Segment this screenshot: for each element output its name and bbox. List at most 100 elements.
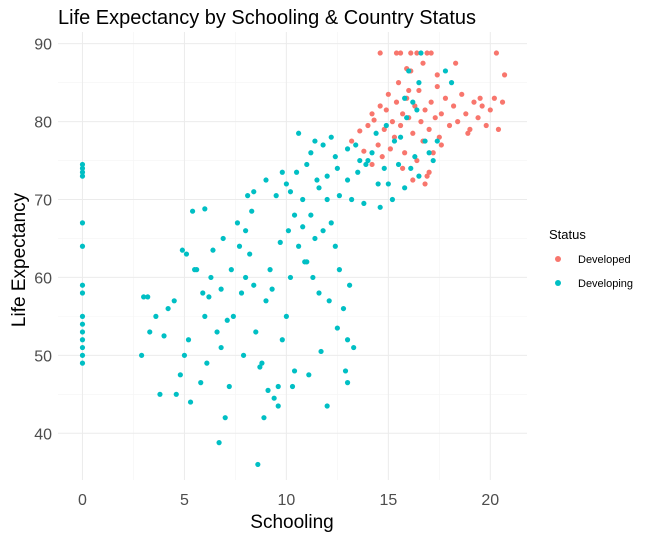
data-point-developing	[442, 68, 449, 74]
data-points	[79, 50, 508, 468]
data-point-developing	[430, 157, 436, 164]
data-point-developing	[79, 344, 86, 351]
data-point-developed	[391, 134, 398, 140]
data-point-developed	[424, 50, 430, 56]
data-point-developing	[414, 107, 420, 113]
data-point-developing	[204, 360, 210, 366]
data-point-developing	[271, 395, 277, 401]
data-point-developed	[501, 72, 508, 78]
data-point-developing	[320, 228, 326, 234]
data-point-developing	[185, 337, 192, 343]
data-point-developed	[465, 130, 471, 136]
y-tick-label: 40	[34, 426, 52, 443]
data-point-developed	[397, 50, 404, 56]
data-point-developed	[434, 72, 440, 78]
data-point-developing	[316, 185, 322, 191]
chart-title: Life Expectancy by Schooling & Country S…	[58, 7, 476, 29]
data-point-developing	[255, 461, 261, 468]
data-point-developing	[165, 305, 171, 312]
y-tick-labels: 40 50 60 70 80 90	[34, 37, 52, 444]
data-point-developing	[363, 161, 369, 168]
data-point-developed	[349, 138, 355, 144]
data-point-developed	[455, 119, 461, 125]
legend-label-developing: Developing	[578, 278, 633, 290]
data-point-developing	[351, 344, 357, 351]
data-point-developed	[442, 95, 449, 101]
data-point-developing	[353, 142, 359, 148]
data-point-developed	[383, 107, 389, 113]
data-point-developing	[279, 337, 285, 343]
data-point-developed	[471, 99, 477, 105]
data-point-developing	[267, 267, 273, 273]
data-point-developing	[289, 383, 296, 390]
data-point-developing	[324, 173, 330, 179]
data-point-developing	[336, 193, 342, 199]
x-tick-label: 15	[379, 492, 397, 509]
data-point-developing	[208, 274, 214, 281]
data-point-developing	[216, 440, 222, 446]
y-tick-label: 50	[34, 348, 52, 365]
data-point-developing	[383, 122, 389, 129]
data-point-developing	[291, 368, 298, 374]
data-point-developed	[422, 181, 428, 187]
data-point-developing	[418, 50, 424, 56]
data-point-developing	[344, 337, 351, 343]
data-point-developing	[222, 415, 228, 421]
data-point-developing	[79, 313, 86, 319]
data-point-developing	[410, 99, 416, 105]
data-point-developing	[145, 294, 151, 300]
data-point-developed	[475, 115, 481, 121]
x-tick-label: 5	[180, 492, 189, 509]
data-point-developed	[477, 95, 483, 101]
data-point-developing	[139, 352, 145, 358]
data-point-developing	[251, 189, 257, 195]
x-tick-labels: 0 5 10 15 20	[78, 492, 499, 509]
data-point-developed	[357, 128, 363, 134]
data-point-developing	[402, 185, 408, 191]
data-point-developing	[198, 380, 204, 386]
data-point-developing	[397, 134, 404, 140]
data-point-developed	[375, 142, 381, 148]
data-point-developing	[218, 344, 224, 351]
y-tick-label: 90	[34, 37, 52, 54]
x-tick-label: 10	[277, 492, 295, 509]
data-point-developed	[361, 148, 367, 154]
data-point-developing	[189, 208, 196, 214]
data-point-developed	[491, 95, 497, 101]
data-point-developing	[283, 181, 289, 187]
data-point-developed	[377, 50, 383, 56]
data-point-developed	[430, 150, 436, 156]
data-point-developing	[79, 173, 86, 179]
data-point-developing	[332, 154, 338, 160]
legend: Status Developed Developing	[549, 227, 633, 290]
data-point-developing	[238, 290, 245, 296]
data-point-developing	[344, 146, 351, 152]
data-point-developed	[416, 87, 422, 94]
data-point-developed	[393, 99, 400, 105]
data-point-developing	[365, 157, 371, 164]
data-point-developing	[308, 150, 314, 156]
data-point-developing	[406, 68, 412, 74]
data-point-developing	[448, 80, 455, 86]
data-point-developing	[161, 333, 167, 339]
data-point-developed	[420, 60, 426, 66]
data-point-developed	[406, 87, 412, 94]
data-point-developing	[412, 154, 418, 160]
data-point-developed	[434, 83, 440, 90]
data-point-developing	[355, 169, 361, 175]
data-point-developed	[385, 91, 391, 97]
data-point-developing	[426, 150, 432, 156]
data-point-developed	[387, 146, 393, 152]
data-point-developing	[377, 204, 383, 210]
x-axis-title: Schooling	[250, 512, 333, 533]
series-developed	[349, 50, 508, 187]
data-point-developing	[79, 321, 86, 327]
data-point-developing	[183, 251, 190, 257]
data-point-developing	[214, 329, 220, 335]
data-point-developing	[312, 138, 318, 144]
data-point-developing	[287, 274, 294, 281]
data-point-developed	[487, 107, 493, 113]
data-point-developing	[230, 313, 236, 319]
data-point-developed	[400, 111, 406, 117]
data-point-developing	[306, 372, 312, 378]
